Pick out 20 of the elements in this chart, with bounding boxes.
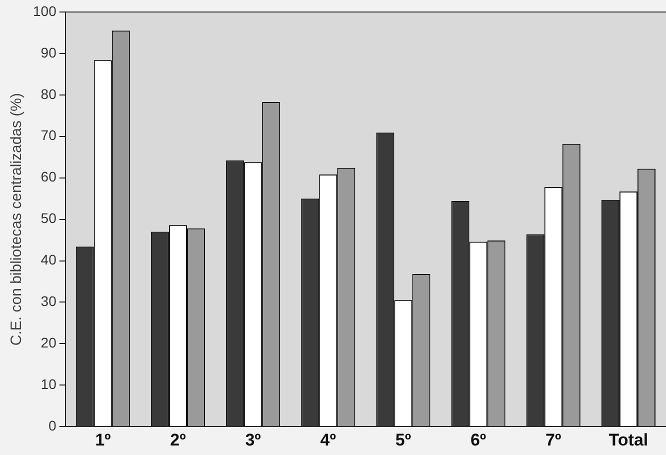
y-tick-label: 40 [40,252,57,268]
y-axis-title: C.E. con bibliotecas centralizadas (%) [8,92,26,346]
x-tick-label: 5º [395,430,412,450]
y-tick-label: 90 [40,44,57,60]
x-tick-label: 4º [320,430,336,450]
y-tick-label: 100 [33,2,57,19]
y-tick-label: 0 [48,417,57,434]
y-tick-label: 10 [40,376,57,392]
x-tick-label: 3º [245,430,261,450]
y-tick-label: 20 [40,334,57,351]
x-tick-label: 6º [470,430,486,450]
y-tick-label: 80 [40,86,57,102]
x-tick-label: 1º [95,430,111,450]
y-tick-label: 30 [40,293,57,310]
x-tick-label: Total [608,430,648,450]
x-tick-label: 2º [170,430,186,450]
y-tick-label: 60 [40,168,57,185]
x-tick-label: 7º [546,430,562,450]
y-tick-label: 70 [40,127,57,144]
y-tick-label: 50 [40,210,57,226]
